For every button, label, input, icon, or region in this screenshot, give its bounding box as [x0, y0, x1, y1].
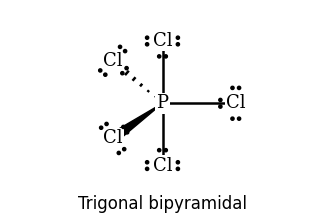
- Circle shape: [176, 43, 179, 46]
- Circle shape: [219, 105, 222, 108]
- Circle shape: [123, 148, 126, 151]
- Circle shape: [158, 55, 161, 58]
- Text: Trigonal bipyramidal: Trigonal bipyramidal: [78, 195, 247, 213]
- Circle shape: [238, 117, 241, 120]
- Text: Cl: Cl: [103, 52, 123, 70]
- Text: Cl: Cl: [103, 129, 123, 148]
- Circle shape: [231, 117, 234, 120]
- Circle shape: [146, 36, 149, 39]
- Circle shape: [104, 73, 107, 76]
- Circle shape: [121, 71, 124, 75]
- Text: P: P: [157, 94, 168, 112]
- Circle shape: [118, 45, 122, 48]
- Circle shape: [99, 69, 102, 72]
- Circle shape: [219, 98, 222, 102]
- Text: Cl: Cl: [153, 32, 172, 50]
- Circle shape: [231, 86, 234, 89]
- Circle shape: [176, 161, 179, 164]
- Circle shape: [105, 122, 108, 125]
- Circle shape: [124, 49, 127, 53]
- Circle shape: [125, 131, 129, 134]
- Text: Cl: Cl: [153, 157, 172, 175]
- Circle shape: [122, 125, 125, 129]
- Circle shape: [176, 36, 179, 39]
- Circle shape: [164, 55, 167, 58]
- Circle shape: [176, 167, 179, 170]
- Circle shape: [238, 86, 241, 89]
- Circle shape: [164, 149, 167, 152]
- Circle shape: [146, 161, 149, 164]
- Text: Cl: Cl: [226, 94, 246, 112]
- Polygon shape: [110, 103, 162, 143]
- Circle shape: [125, 67, 128, 70]
- Circle shape: [99, 126, 103, 129]
- Circle shape: [146, 43, 149, 46]
- Circle shape: [158, 149, 161, 152]
- Circle shape: [146, 167, 149, 170]
- Circle shape: [117, 151, 120, 155]
